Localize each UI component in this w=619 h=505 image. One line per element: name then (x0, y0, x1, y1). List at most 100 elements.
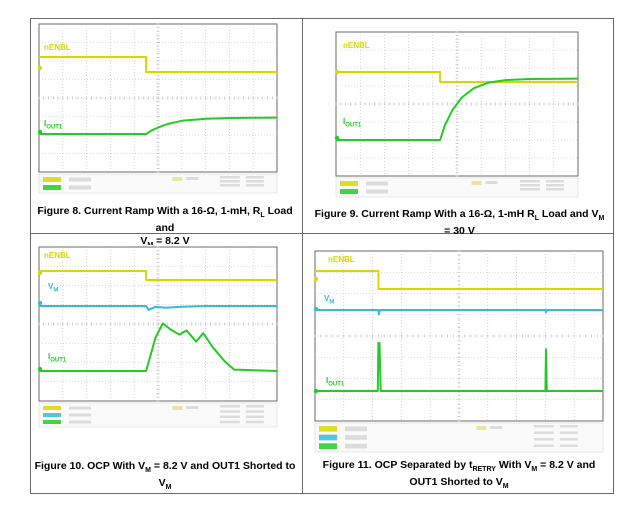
readout-text-block (219, 180, 240, 183)
readout-text-block (219, 405, 240, 408)
channel-marker (37, 366, 43, 372)
caption-figure-8: Figure 8. Current Ramp With a 16-Ω, 1-mH… (32, 205, 298, 252)
readout-text-block (245, 415, 264, 418)
readout-text-block (186, 177, 199, 180)
trace-vm (315, 309, 603, 316)
readout-text-block (345, 443, 367, 449)
readout-text-block (485, 181, 498, 184)
trace-iout1 (336, 77, 579, 141)
iout1-label: IOUT1 (44, 119, 62, 131)
iout1-label-sub: OUT1 (46, 124, 63, 131)
readout-channel-chip (43, 185, 61, 190)
caption-text: Load and (155, 205, 293, 235)
caption-figure-9: Figure 9. Current Ramp With a 16-Ω, 1-mH… (312, 208, 607, 238)
readout-text-block (559, 431, 578, 434)
caption-text: With V (495, 459, 532, 471)
readout-text-block (545, 188, 564, 191)
caption-sub: M (598, 215, 605, 223)
iout1-label-main: I (343, 117, 346, 126)
scope-figure-8: nENBL IOUT1 (36, 22, 280, 194)
caption-text: V (140, 235, 148, 248)
readout-text-block (519, 184, 540, 187)
caption-text: = 8.2 V and (537, 459, 596, 471)
iout1-label-sub: OUT1 (345, 122, 362, 129)
vm-label-main: V (324, 294, 330, 303)
iout1-label-main: I (48, 352, 51, 361)
horizontal-divider (30, 233, 613, 234)
channel-marker (313, 276, 319, 282)
iout1-label: IOUT1 (343, 117, 361, 129)
trace-nenbl (39, 270, 277, 281)
readout-text-block (69, 177, 91, 182)
caption-sub: M (165, 484, 172, 492)
readout-panel (38, 173, 278, 194)
readout-channel-chip (319, 426, 337, 432)
iout1-label-main: I (326, 376, 329, 385)
trace-nenbl (315, 270, 603, 290)
caption-sub: M (531, 466, 538, 474)
readout-text-block (345, 426, 367, 432)
readout-text-block (219, 184, 240, 187)
vertical-divider (302, 18, 303, 493)
vm-label-sub: M (53, 287, 59, 294)
trace-iout1 (315, 342, 603, 392)
caption-text: Figure 10. OCP With V (34, 460, 146, 472)
readout-text-block (69, 406, 91, 410)
readout-text-block (245, 180, 264, 183)
iout1-label-main: I (44, 119, 47, 128)
readout-trigger-chip (172, 177, 183, 181)
scope-figure-9: nENBL IOUT1 (333, 30, 581, 198)
channel-marker (37, 129, 43, 135)
scope-figure-10-plot (37, 246, 278, 428)
readout-text-block (69, 185, 91, 190)
vm-label: VM (324, 294, 334, 306)
readout-text-block (245, 405, 264, 408)
readout-text-block (186, 406, 199, 409)
caption-sub: M (145, 467, 151, 475)
readout-trigger-chip (476, 426, 487, 430)
channel-marker (334, 69, 340, 75)
trace-nenbl (336, 71, 578, 83)
channel-marker (313, 306, 319, 312)
iout1-label: IOUT1 (48, 352, 66, 364)
caption-text: = 30 V (444, 225, 475, 238)
readout-channel-chip (43, 406, 61, 410)
readout-channel-chip (340, 189, 358, 194)
readout-text-block (366, 181, 388, 186)
readout-text-block (219, 176, 240, 179)
caption-text: Figure 11. OCP Separated by t (322, 459, 473, 471)
readout-text-block (219, 410, 240, 413)
readout-panel (335, 177, 579, 198)
readout-text-block (533, 425, 554, 428)
caption-sub: M (502, 483, 509, 491)
scope-figure-11-plot (313, 250, 604, 453)
enbl-label: nENBL (343, 41, 370, 50)
trace-iout1 (39, 116, 278, 135)
channel-marker (334, 135, 340, 141)
readout-text-block (219, 420, 240, 424)
readout-channel-chip (340, 181, 358, 186)
readout-text-block (545, 184, 564, 187)
caption-sub: L (534, 215, 540, 223)
scope-figure-10: nENBL VM IOUT1 (36, 245, 280, 428)
trace-nenbl (39, 56, 277, 73)
readout-channel-chip (319, 443, 337, 449)
readout-text-block (245, 176, 264, 179)
readout-text-block (245, 410, 264, 413)
trace-vm (39, 305, 277, 311)
readout-text-block (219, 415, 240, 418)
readout-text-block (490, 426, 503, 429)
readout-text-block (69, 420, 91, 424)
scope-figure-8-plot (37, 23, 278, 194)
caption-text: Figure 8. Current Ramp With a 16-Ω, 1-mH… (37, 205, 261, 217)
readout-text-block (366, 189, 388, 194)
readout-text-block (533, 431, 554, 434)
enbl-label: nENBL (44, 251, 71, 260)
iout1-label-sub: OUT1 (50, 357, 67, 364)
readout-channel-chip (43, 177, 61, 182)
caption-figure-10: Figure 10. OCP With VM = 8.2 V and OUT1 … (32, 460, 298, 494)
caption-text: = 8.2 V (153, 235, 190, 248)
readout-text-block (559, 425, 578, 428)
iout1-label: IOUT1 (326, 376, 344, 388)
scope-figure-9-plot (334, 31, 579, 198)
